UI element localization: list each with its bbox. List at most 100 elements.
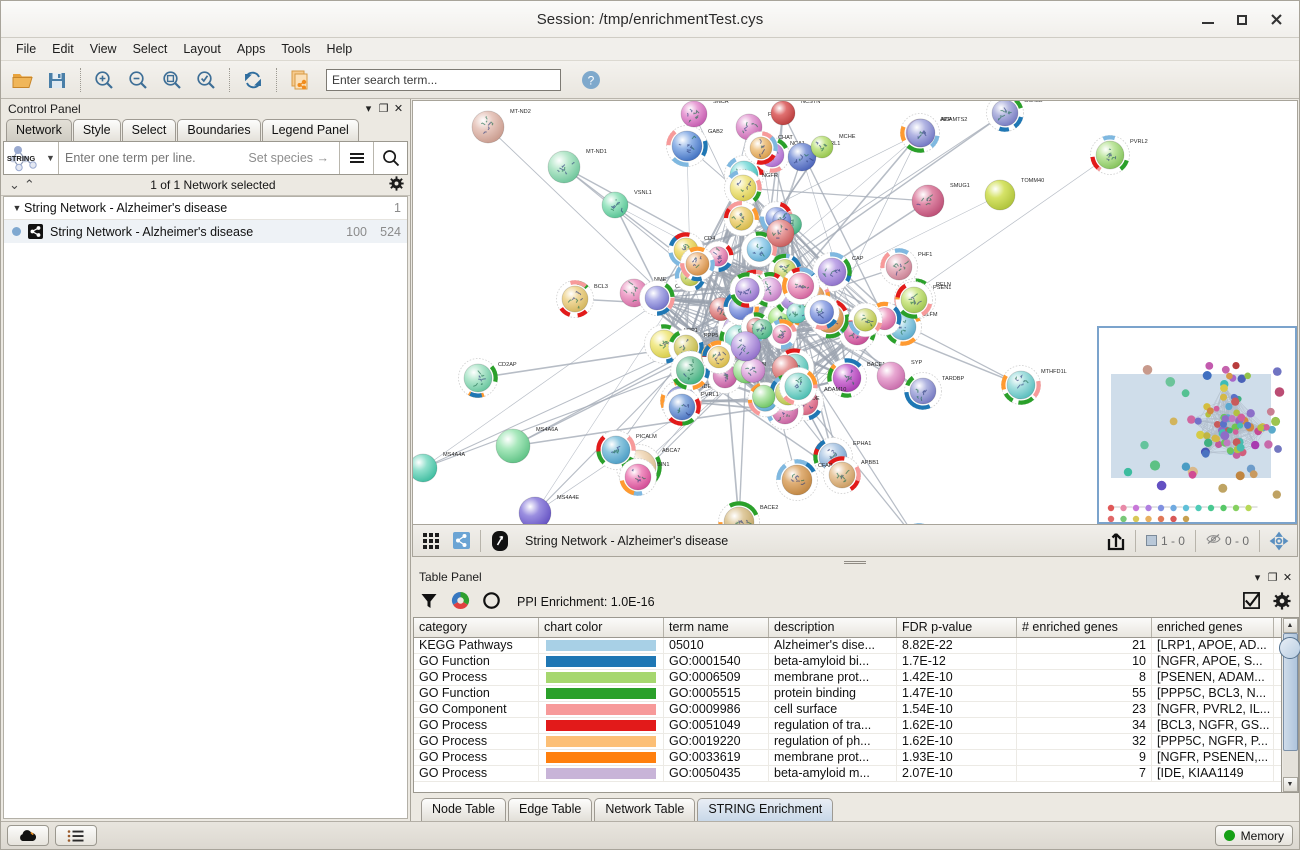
column-header-term-name[interactable]: term name xyxy=(664,618,769,637)
tree-row-child[interactable]: String Network - Alzheimer's disease 100… xyxy=(4,220,407,243)
tab-network[interactable]: Network xyxy=(6,119,72,141)
control-panel-dropdown-icon[interactable]: ▾ xyxy=(365,103,372,115)
scrollbar-thumb[interactable] xyxy=(1282,633,1298,751)
table-row[interactable]: GO Process GO:0051049 regulation of tra...… xyxy=(414,718,1281,734)
graph-node-NCSTN[interactable]: NCSTN xyxy=(770,101,820,126)
panel-splitter[interactable] xyxy=(411,557,1299,567)
settings-gear-icon[interactable] xyxy=(1273,591,1291,613)
menu-edit[interactable]: Edit xyxy=(52,42,74,56)
graph-node-SMUG1[interactable]: SMUG1 xyxy=(911,183,970,218)
network-canvas[interactable]: MT-ND2MT-ND1VSNL1GAB2FYNRIS1NCA1CHATSORL… xyxy=(412,100,1298,525)
table-row[interactable]: GO Process GO:0019220 regulation of ph... 1… xyxy=(414,734,1281,750)
tab-string-enrichment[interactable]: STRING Enrichment xyxy=(697,798,834,821)
graph-node-PVRL2[interactable]: PVRL2 xyxy=(1090,135,1148,175)
graph-node[interactable] xyxy=(778,366,818,406)
tab-select[interactable]: Select xyxy=(121,119,177,141)
graph-node[interactable] xyxy=(679,246,715,282)
string-species-caret-icon[interactable]: ▼ xyxy=(46,153,55,163)
graph-node-BCL3[interactable]: BCL3 xyxy=(556,280,609,318)
graph-node-BIN1[interactable]: BIN1 xyxy=(619,458,670,496)
table-panel-dropdown-icon[interactable]: ▾ xyxy=(1254,571,1261,584)
graph-node-MS4A6A[interactable]: MS4A6A xyxy=(495,427,558,464)
graph-node-CADPS2[interactable]: CADPS2 xyxy=(900,523,962,526)
expand-all-icon[interactable]: ⌃ xyxy=(23,177,35,192)
table-row[interactable]: GO Component GO:0009986 cell surface 1.54E-… xyxy=(414,702,1281,718)
graph-node[interactable] xyxy=(751,318,773,340)
graph-nodes[interactable]: MT-ND2MT-ND1VSNL1GAB2FYNRIS1NCA1CHATSORL… xyxy=(413,101,1148,525)
graph-node-PICALM[interactable]: PICALM xyxy=(596,430,658,470)
graph-node[interactable] xyxy=(723,200,760,237)
scrollbar-track[interactable] xyxy=(1278,633,1300,777)
string-term-input[interactable] xyxy=(59,142,239,174)
graph-node-SYP[interactable]: SYP xyxy=(876,360,922,391)
menu-layout[interactable]: Layout xyxy=(183,42,221,56)
column-header-description[interactable]: description xyxy=(769,618,897,637)
table-vertical-scrollbar[interactable]: ▲ ▼ xyxy=(1278,617,1300,793)
table-row[interactable]: GO Process GO:0050435 beta-amyloid m... 2.0… xyxy=(414,766,1281,782)
scroll-up-arrow-icon[interactable]: ▲ xyxy=(1282,618,1298,633)
graph-node-SNCA[interactable]: SNCA xyxy=(680,101,729,128)
table-panel-close-icon[interactable]: ✕ xyxy=(1282,571,1293,584)
close-button[interactable] xyxy=(1259,5,1293,35)
graph-node-BACE1[interactable]: BACE1 xyxy=(827,358,886,398)
graph-node[interactable] xyxy=(740,358,766,383)
graph-node-MT-ND2[interactable]: MT-ND2 xyxy=(471,109,531,144)
column-header-category[interactable]: category xyxy=(414,618,539,637)
zoom-fit-icon[interactable] xyxy=(156,64,188,96)
graph-node[interactable] xyxy=(766,219,795,248)
graph-node-MS4A4A[interactable]: MS4A4A xyxy=(413,452,465,483)
graph-node[interactable] xyxy=(803,294,840,330)
save-icon[interactable] xyxy=(41,64,73,96)
graph-node-ADAMTS2[interactable]: ADAMTS2 xyxy=(906,117,967,148)
tree-row-root[interactable]: ▼ String Network - Alzheimer's disease 1 xyxy=(4,197,407,220)
tree-expand-icon[interactable]: ▼ xyxy=(12,203,22,213)
graph-node-MCHE[interactable]: MCHE xyxy=(810,134,856,159)
filter-funnel-icon[interactable] xyxy=(419,591,439,614)
graph-node[interactable] xyxy=(781,267,820,305)
search-input[interactable] xyxy=(326,68,561,91)
graph-node-CFAP[interactable]: CFAP xyxy=(776,459,833,501)
graph-node[interactable] xyxy=(766,319,798,350)
graph-node[interactable] xyxy=(848,302,883,338)
table-row[interactable]: GO Process GO:0006509 membrane prot... 1.42… xyxy=(414,670,1281,686)
column-header-fdr-p-value[interactable]: FDR p-value xyxy=(897,618,1017,637)
tab-node-table[interactable]: Node Table xyxy=(421,798,507,821)
share-network-icon[interactable] xyxy=(446,528,476,554)
column-header-chart-color[interactable]: chart color xyxy=(539,618,664,637)
tab-network-table[interactable]: Network Table xyxy=(594,798,696,821)
graph-node-PVRL1[interactable]: PVRL1 xyxy=(663,388,719,426)
table-panel-float-icon[interactable]: ❐ xyxy=(1267,571,1278,584)
tab-legend-panel[interactable]: Legend Panel xyxy=(261,119,359,141)
menu-view[interactable]: View xyxy=(89,42,117,56)
export-image-icon[interactable] xyxy=(1101,528,1131,554)
memory-status-button[interactable]: Memory xyxy=(1214,825,1293,846)
menu-apps[interactable]: Apps xyxy=(236,42,266,56)
table-row[interactable]: GO Process GO:0033619 membrane prot... 1.93… xyxy=(414,750,1281,766)
graph-node[interactable] xyxy=(786,302,808,324)
table-row[interactable]: GO Function GO:0005515 protein binding 1.47… xyxy=(414,686,1281,702)
graph-node-CD2AP[interactable]: CD2AP xyxy=(458,358,517,398)
control-panel-float-icon[interactable]: ❐ xyxy=(378,103,389,115)
cloud-icon[interactable] xyxy=(7,825,49,846)
graph-node-GAB2[interactable]: GAB2 xyxy=(666,125,723,167)
tab-boundaries[interactable]: Boundaries xyxy=(177,119,261,141)
graph-node-CAP[interactable]: CAP xyxy=(812,252,864,292)
graph-node-NGFR[interactable]: NGFR xyxy=(724,169,778,207)
refresh-icon[interactable] xyxy=(237,64,269,96)
ring-chart-icon[interactable] xyxy=(482,591,501,613)
fit-content-icon[interactable] xyxy=(1264,528,1294,554)
open-folder-icon[interactable] xyxy=(7,64,39,96)
export-network-icon[interactable] xyxy=(284,64,316,96)
network-overview-panel[interactable] xyxy=(1097,326,1297,524)
graph-node-PSEN1[interactable]: PSEN1 xyxy=(895,281,952,319)
donut-chart-icon[interactable] xyxy=(451,591,470,613)
graph-node-GSK3B[interactable]: GSK3B xyxy=(986,101,1043,132)
tab-edge-table[interactable]: Edge Table xyxy=(508,798,593,821)
zoom-out-icon[interactable] xyxy=(122,64,154,96)
menu-tools[interactable]: Tools xyxy=(281,42,311,56)
menu-select[interactable]: Select xyxy=(132,42,168,56)
graph-node-PHF1[interactable]: PHF1 xyxy=(880,248,933,286)
graph-node[interactable] xyxy=(730,331,761,362)
minimize-button[interactable] xyxy=(1191,5,1225,35)
select-all-icon[interactable] xyxy=(1242,591,1261,613)
